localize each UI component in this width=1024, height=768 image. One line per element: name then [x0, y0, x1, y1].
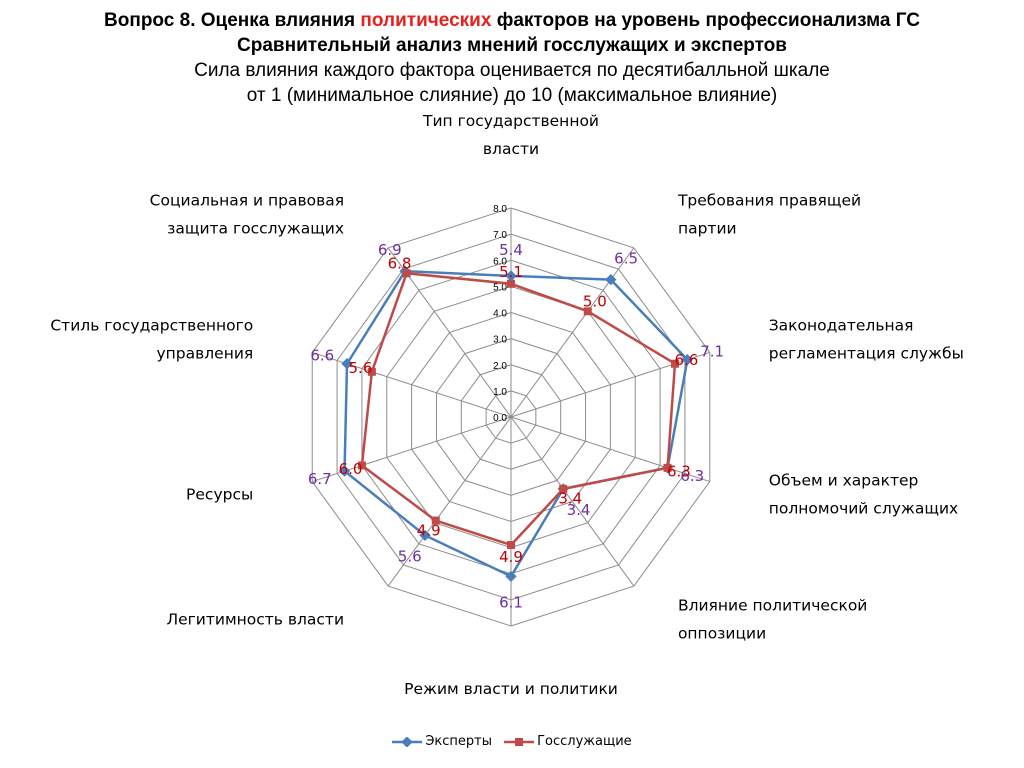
data-label: 6.3 [667, 463, 691, 481]
data-label: 6.0 [339, 460, 363, 478]
data-point [663, 463, 672, 472]
axis-tick-label: 4.0 [493, 309, 507, 320]
data-point [507, 279, 515, 288]
data-point [505, 270, 517, 282]
chart-title: Вопрос 8. Оценка влияния политических фа… [0, 8, 1024, 33]
data-point [341, 358, 353, 370]
data-label: 3.4 [567, 501, 591, 519]
grid-spoke [510, 247, 635, 418]
data-label: 6.9 [378, 241, 402, 259]
data-point [505, 570, 517, 583]
chart-subtitle: Сравнительный анализ мнений госслужащих … [237, 35, 787, 56]
data-point [419, 529, 431, 542]
data-point [670, 359, 679, 368]
legend-label-experts: Эксперты [425, 734, 492, 749]
data-point [357, 461, 366, 470]
grid-spoke [510, 416, 635, 587]
axis-tick-label: 3.0 [493, 335, 507, 346]
category-label: Социальная и правовая защита госслужащих [150, 192, 344, 238]
data-point [583, 307, 592, 316]
axis-tick-label: 5.0 [493, 282, 507, 293]
legend-item-officials: Госслужащие [504, 734, 632, 749]
category-label: Режим власти и политики [404, 680, 618, 698]
category-label: Тип государственной власти [422, 112, 599, 158]
legend: Эксперты Госслужащие [0, 734, 1024, 751]
category-label: Ресурсы [186, 485, 253, 503]
data-label: 5.6 [398, 547, 422, 565]
axis-tick-label: 1.0 [493, 387, 507, 398]
data-point [431, 516, 440, 525]
data-label: 6.8 [388, 255, 412, 273]
category-label: Законодательная регламентация службы [769, 317, 964, 363]
grid-spoke [387, 416, 512, 587]
title-highlight: политических [360, 10, 492, 31]
title-prefix: Вопрос 8. Оценка влияния [104, 10, 361, 31]
data-label: 5.1 [499, 263, 523, 281]
axis-tick-label: 2.0 [493, 361, 507, 372]
category-label: Требования правящей партии [677, 192, 861, 238]
data-point [402, 269, 411, 278]
axis-tick-label: 0.0 [493, 413, 507, 424]
data-label: 6.6 [310, 347, 334, 365]
scale-range: от 1 (минимальное слияние) до 10 (максим… [246, 85, 778, 106]
data-point [605, 273, 617, 286]
axis-tick-label: 7.0 [493, 230, 507, 241]
title-suffix: факторов на уровень профессионализма ГС [491, 10, 920, 31]
data-label: 4.9 [499, 548, 523, 566]
grid-spoke [510, 416, 710, 483]
legend-marker-experts [392, 736, 423, 747]
axis-tick-label: 8.0 [493, 204, 507, 215]
data-label: 6.6 [674, 351, 698, 369]
data-label: 5.0 [583, 293, 607, 311]
legend-marker-officials [504, 737, 535, 746]
category-label: Стиль государственного управления [50, 317, 253, 363]
series-line [360, 271, 677, 547]
data-point [338, 465, 351, 477]
data-label: 6.5 [614, 250, 638, 268]
category-label: Влияние политической оппозиции [678, 596, 867, 642]
axis-tick-label: 6.0 [493, 256, 507, 267]
scale-description: Сила влияния каждого фактора оценивается… [194, 60, 830, 81]
data-label: 5.4 [499, 241, 523, 259]
category-label: Легитимность власти [166, 610, 344, 628]
data-label: 3.4 [558, 490, 582, 508]
chart-title-block: Вопрос 8. Оценка влияния политических фа… [0, 8, 1024, 108]
data-label: 6.7 [308, 470, 332, 488]
legend-label-officials: Госслужащие [537, 734, 632, 749]
data-point [507, 541, 515, 550]
category-label: Объем и характер полномочий служащих [769, 471, 958, 517]
data-point [367, 367, 376, 376]
data-label: 7.1 [700, 343, 724, 361]
legend-item-experts: Эксперты [392, 734, 492, 749]
data-label: 6.3 [680, 467, 704, 485]
data-label: 4.9 [417, 521, 441, 539]
data-point [681, 354, 694, 366]
data-point [559, 484, 568, 493]
data-label: 5.6 [349, 359, 373, 377]
data-label: 6.1 [499, 593, 523, 611]
